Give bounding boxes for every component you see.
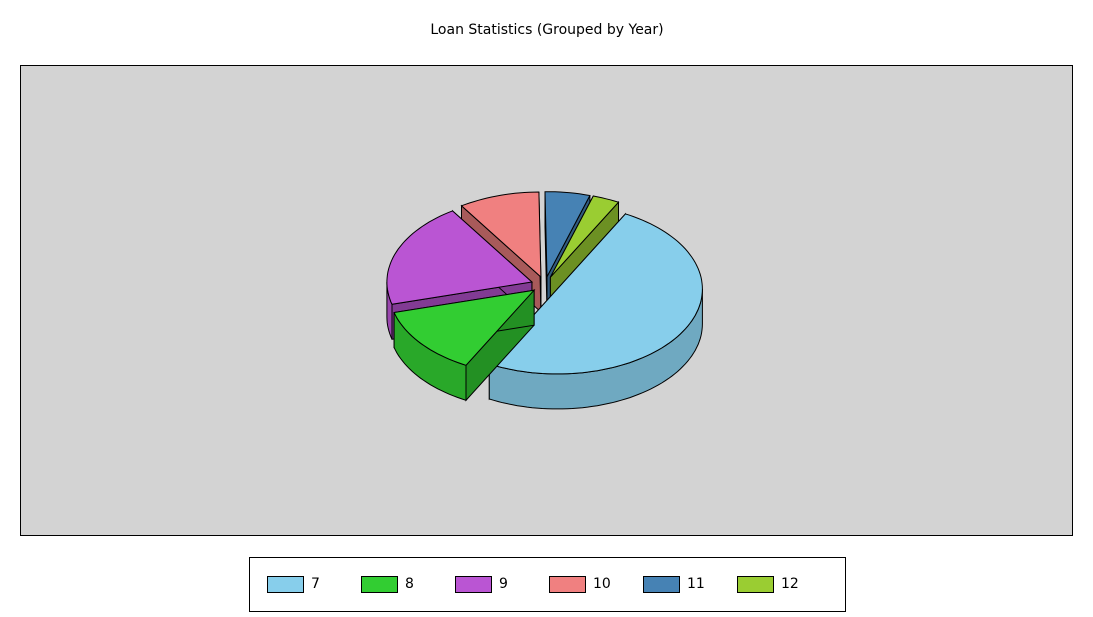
- legend-swatch: [267, 576, 304, 593]
- chart-title: Loan Statistics (Grouped by Year): [430, 22, 663, 38]
- legend-label: 7: [311, 576, 320, 592]
- legend-label: 11: [687, 576, 705, 592]
- legend-swatch: [361, 576, 398, 593]
- legend-swatch: [737, 576, 774, 593]
- legend-swatch: [549, 576, 586, 593]
- slice: [544, 191, 591, 279]
- slice: [386, 210, 534, 305]
- slice: [549, 195, 620, 278]
- legend-swatch: [643, 576, 680, 593]
- legend-label: 10: [593, 576, 611, 592]
- slice: [393, 289, 536, 366]
- legend-label: 9: [499, 576, 508, 592]
- legend-label: 8: [405, 576, 414, 592]
- slice: [460, 191, 542, 279]
- slice: [488, 213, 703, 375]
- legend-label: 12: [781, 576, 799, 592]
- legend-swatch: [455, 576, 492, 593]
